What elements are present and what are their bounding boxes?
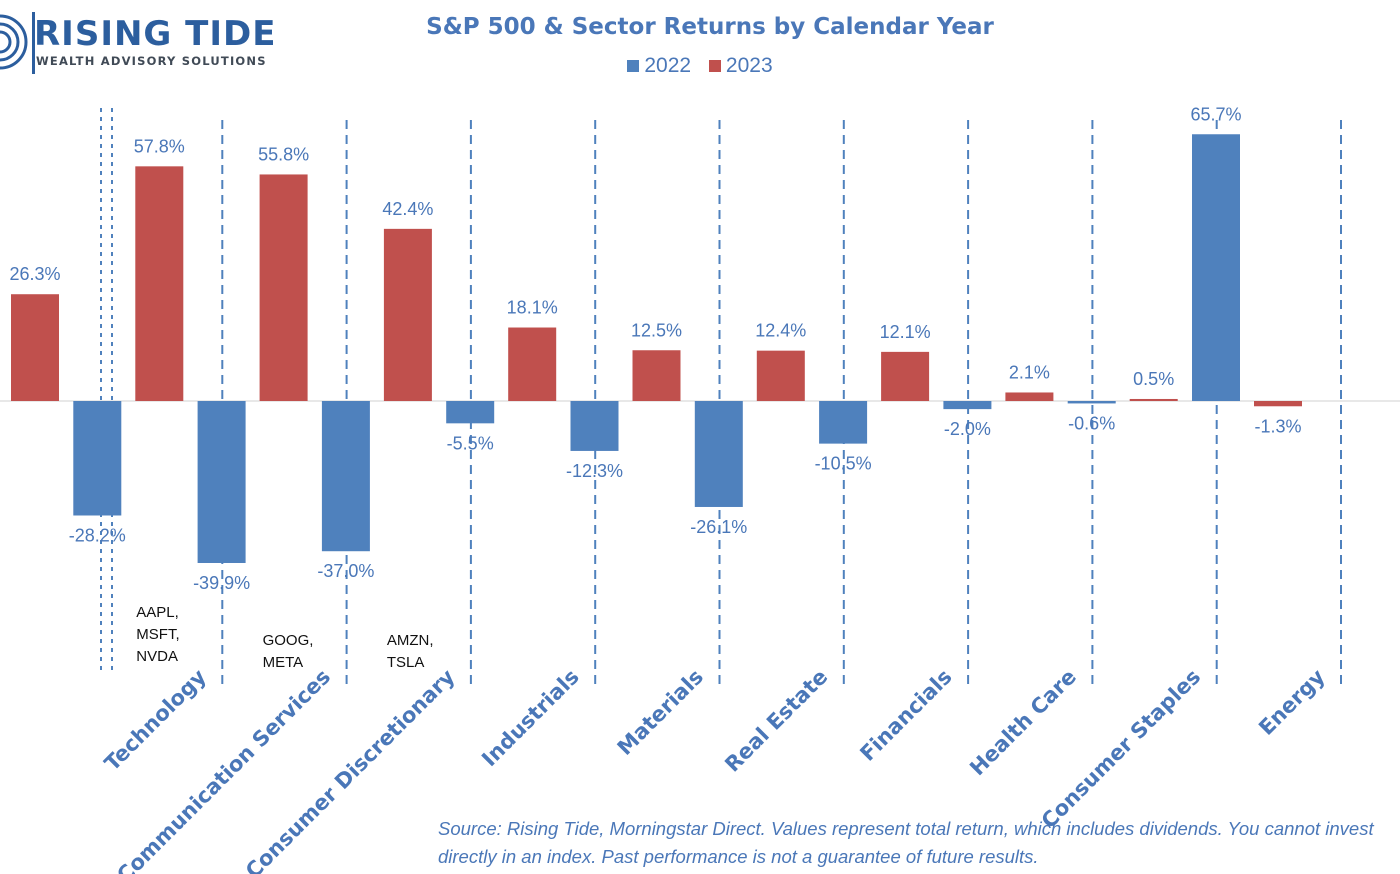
source-note-line-1: Source: Rising Tide, Morningstar Direct.… bbox=[438, 818, 1374, 839]
chart-title: S&P 500 & Sector Returns by Calendar Yea… bbox=[426, 14, 994, 40]
data-label-2023-real-estate: 12.4% bbox=[755, 321, 806, 341]
brand-name: RISING TIDE bbox=[34, 14, 277, 54]
wave-logo-icon bbox=[0, 14, 28, 70]
bar-2023-sp500 bbox=[11, 294, 59, 401]
ticker-annotation-communication-services-1: GOOG, bbox=[263, 632, 314, 649]
sector-label-consumer-discretionary: Consumer Discretionary bbox=[241, 664, 460, 874]
legend-label-2022: 2022 bbox=[644, 54, 692, 77]
ticker-annotation-consumer-discretionary-1: AMZN, bbox=[387, 632, 434, 649]
source-note: Source: Rising Tide, Morningstar Direct.… bbox=[438, 815, 1400, 871]
bar-2023-technology bbox=[135, 166, 184, 401]
data-label-2023-technology: 57.8% bbox=[134, 136, 185, 156]
legend-item-2023: 2023 bbox=[708, 54, 773, 78]
data-label-2023-health-care: 2.1% bbox=[1009, 362, 1050, 382]
data-label-2023-communication-services: 55.8% bbox=[258, 144, 309, 164]
bar-2022-health-care bbox=[943, 401, 992, 410]
ticker-annotation-technology-1: AAPL, bbox=[136, 604, 179, 621]
sector-label-energy: Energy bbox=[1254, 664, 1330, 740]
data-label-2022-consumer-discretionary: -37.0% bbox=[317, 561, 374, 581]
bar-2023-real-estate bbox=[756, 350, 805, 401]
bar-2022-industrials bbox=[446, 401, 495, 424]
sector-label-materials: Materials bbox=[613, 665, 708, 760]
data-label-2023-sp500: 26.3% bbox=[9, 264, 60, 284]
ticker-annotation-consumer-discretionary-2: TSLA bbox=[387, 654, 425, 671]
bar-2022-consumer-staples bbox=[1067, 401, 1116, 404]
brand-tagline: WEALTH ADVISORY SOLUTIONS bbox=[36, 54, 267, 68]
legend-swatch-2023 bbox=[708, 60, 721, 72]
sector-label-industrials: Industrials bbox=[477, 665, 584, 772]
data-label-2023-industrials: 18.1% bbox=[507, 298, 558, 318]
brand-logo: RISING TIDE WEALTH ADVISORY SOLUTIONS bbox=[0, 4, 282, 76]
sector-label-health-care: Health Care bbox=[965, 665, 1081, 781]
chart-legend: 2022 2023 bbox=[0, 54, 1400, 78]
ticker-annotation-technology-2: MSFT, bbox=[136, 626, 179, 643]
data-label-2022-communication-services: -39.9% bbox=[193, 573, 250, 593]
data-label-2023-materials: 12.5% bbox=[631, 320, 682, 340]
bar-2023-industrials bbox=[508, 327, 557, 401]
data-label-2022-materials: -12.3% bbox=[566, 461, 623, 481]
data-label-2022-consumer-staples: -0.6% bbox=[1068, 413, 1115, 433]
bar-2023-energy bbox=[1254, 401, 1302, 407]
data-label-2022-real-estate: -26.1% bbox=[690, 517, 747, 537]
bar-2023-financials bbox=[881, 351, 930, 401]
brand-divider bbox=[32, 12, 35, 74]
source-note-line-2: directly in an index. Past performance i… bbox=[438, 846, 1039, 867]
sector-label-financials: Financials bbox=[855, 665, 956, 766]
bar-2022-communication-services bbox=[197, 401, 246, 563]
ticker-annotation-technology-3: NVDA bbox=[136, 648, 178, 665]
data-label-2022-technology: -28.2% bbox=[69, 525, 126, 545]
sector-label-technology: Technology bbox=[100, 664, 211, 775]
legend-label-2023: 2023 bbox=[725, 54, 773, 77]
sector-label-communication-services: Communication Services bbox=[112, 665, 335, 874]
bar-2023-health-care bbox=[1005, 392, 1054, 401]
ticker-annotation-communication-services-2: META bbox=[263, 654, 304, 671]
bar-2022-materials bbox=[570, 401, 619, 451]
data-label-2023-energy: -1.3% bbox=[1254, 416, 1301, 436]
data-label-2023-consumer-discretionary: 42.4% bbox=[382, 199, 433, 219]
bar-2022-consumer-discretionary bbox=[321, 401, 370, 552]
sector-label-real-estate: Real Estate bbox=[720, 665, 832, 777]
bar-2023-materials bbox=[632, 350, 681, 401]
bar-2022-technology bbox=[73, 401, 122, 516]
data-label-2022-financials: -10.5% bbox=[815, 454, 872, 474]
bar-2022-energy bbox=[1192, 134, 1240, 401]
legend-swatch-2022 bbox=[627, 60, 640, 72]
bar-2022-real-estate bbox=[694, 401, 743, 507]
bar-2023-communication-services bbox=[259, 174, 308, 401]
data-label-2022-health-care: -2.0% bbox=[944, 419, 991, 439]
bar-2023-consumer-staples bbox=[1129, 398, 1178, 401]
bar-2022-financials bbox=[819, 401, 868, 444]
data-label-2022-energy: 65.7% bbox=[1190, 104, 1241, 124]
bar-2023-consumer-discretionary bbox=[383, 228, 432, 401]
data-label-2023-consumer-staples: 0.5% bbox=[1133, 369, 1174, 389]
data-label-2023-financials: 12.1% bbox=[880, 322, 931, 342]
data-label-2022-industrials: -5.5% bbox=[447, 433, 494, 453]
legend-item-2022: 2022 bbox=[627, 54, 691, 78]
